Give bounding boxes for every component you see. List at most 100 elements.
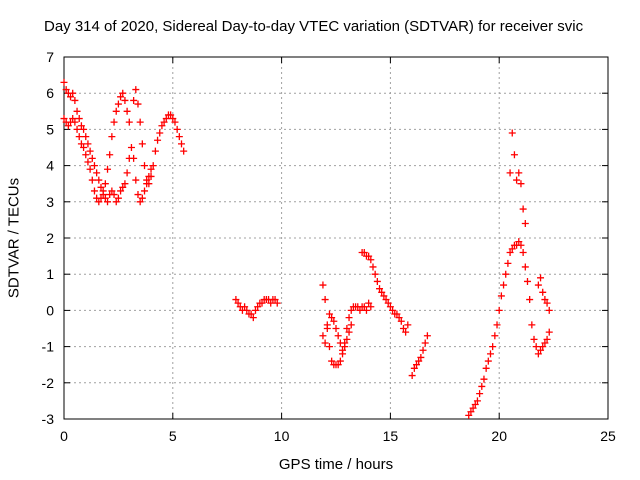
- data-point: [149, 162, 157, 170]
- data-series-segment-3b: [319, 310, 355, 354]
- data-point: [539, 343, 547, 351]
- data-point: [88, 176, 96, 184]
- data-point: [325, 343, 333, 351]
- data-point: [110, 191, 118, 199]
- data-point: [500, 281, 508, 289]
- y-tick-label: -1: [42, 339, 55, 355]
- data-point: [545, 306, 553, 314]
- x-tick-label: 15: [383, 428, 399, 444]
- data-point: [147, 172, 155, 180]
- data-point: [136, 198, 144, 206]
- data-point: [121, 180, 129, 188]
- data-point: [119, 89, 127, 97]
- data-point: [502, 270, 510, 278]
- data-point: [399, 325, 407, 332]
- y-tick-label: 6: [46, 85, 54, 101]
- data-point: [497, 292, 505, 300]
- data-point: [73, 125, 81, 133]
- data-point: [84, 140, 92, 148]
- data-point: [543, 299, 551, 307]
- data-point: [334, 332, 342, 340]
- data-point: [493, 321, 501, 329]
- data-point: [138, 140, 146, 148]
- x-tick-label: 25: [600, 428, 616, 444]
- data-point: [336, 357, 344, 365]
- y-tick-label: 5: [46, 121, 54, 137]
- data-point: [517, 180, 525, 188]
- data-point: [95, 176, 103, 184]
- data-point: [330, 317, 338, 325]
- data-point: [482, 364, 490, 372]
- data-point: [336, 339, 344, 347]
- data-series-segment-1b: [60, 115, 155, 206]
- data-point: [384, 299, 392, 307]
- data-point: [249, 314, 257, 322]
- data-point: [508, 245, 516, 253]
- data-point: [77, 140, 85, 148]
- data-point: [160, 118, 168, 126]
- data-point: [67, 93, 75, 101]
- data-point: [515, 169, 523, 177]
- data-point: [345, 314, 353, 322]
- data-point: [175, 133, 183, 141]
- data-point: [180, 147, 188, 155]
- data-point: [134, 191, 142, 199]
- x-axis-label: GPS time / hours: [278, 456, 394, 473]
- data-point: [519, 205, 527, 213]
- plot-frame: [63, 56, 609, 420]
- data-point: [86, 165, 94, 173]
- data-point: [539, 288, 547, 296]
- data-point: [97, 183, 105, 191]
- data-point: [145, 180, 153, 188]
- data-point: [360, 248, 368, 256]
- data-point: [60, 78, 68, 86]
- data-point: [537, 274, 545, 282]
- data-point: [415, 357, 423, 365]
- data-point: [132, 176, 140, 184]
- data-point: [138, 194, 146, 202]
- data-point: [117, 93, 125, 101]
- data-point: [73, 107, 81, 115]
- data-point: [151, 147, 159, 155]
- data-point: [395, 314, 403, 322]
- data-point: [178, 140, 186, 148]
- data-point: [171, 118, 179, 126]
- data-point: [75, 115, 83, 123]
- data-point: [90, 187, 98, 195]
- data-point: [489, 343, 497, 351]
- x-tick-label: 0: [60, 428, 68, 444]
- data-point: [121, 96, 129, 104]
- data-point: [93, 169, 101, 177]
- data-point: [484, 357, 492, 365]
- data-point: [247, 310, 255, 318]
- data-point: [267, 299, 275, 307]
- data-point: [134, 100, 142, 108]
- data-point: [71, 118, 79, 126]
- data-point: [136, 118, 144, 126]
- data-point: [389, 306, 397, 314]
- data-point: [241, 303, 249, 311]
- data-point: [167, 111, 175, 119]
- data-point: [534, 281, 542, 289]
- data-point: [491, 332, 499, 340]
- data-point: [234, 299, 242, 307]
- data-point: [101, 180, 109, 188]
- data-point: [99, 191, 107, 199]
- data-point: [334, 361, 342, 369]
- data-point: [410, 364, 418, 372]
- data-point: [343, 335, 351, 343]
- data-series-segment-5: [408, 332, 431, 380]
- y-tick-label: -2: [42, 375, 55, 391]
- data-point: [82, 133, 90, 141]
- data-point: [541, 296, 549, 304]
- data-point: [506, 169, 514, 177]
- data-point: [271, 296, 279, 304]
- y-tick-label: 2: [46, 230, 54, 246]
- data-point: [104, 165, 112, 173]
- data-point: [123, 169, 131, 177]
- data-point: [323, 321, 331, 329]
- y-tick-label: 0: [46, 302, 54, 318]
- data-point: [537, 346, 545, 354]
- data-point: [393, 310, 401, 318]
- x-tick-label: 5: [169, 428, 177, 444]
